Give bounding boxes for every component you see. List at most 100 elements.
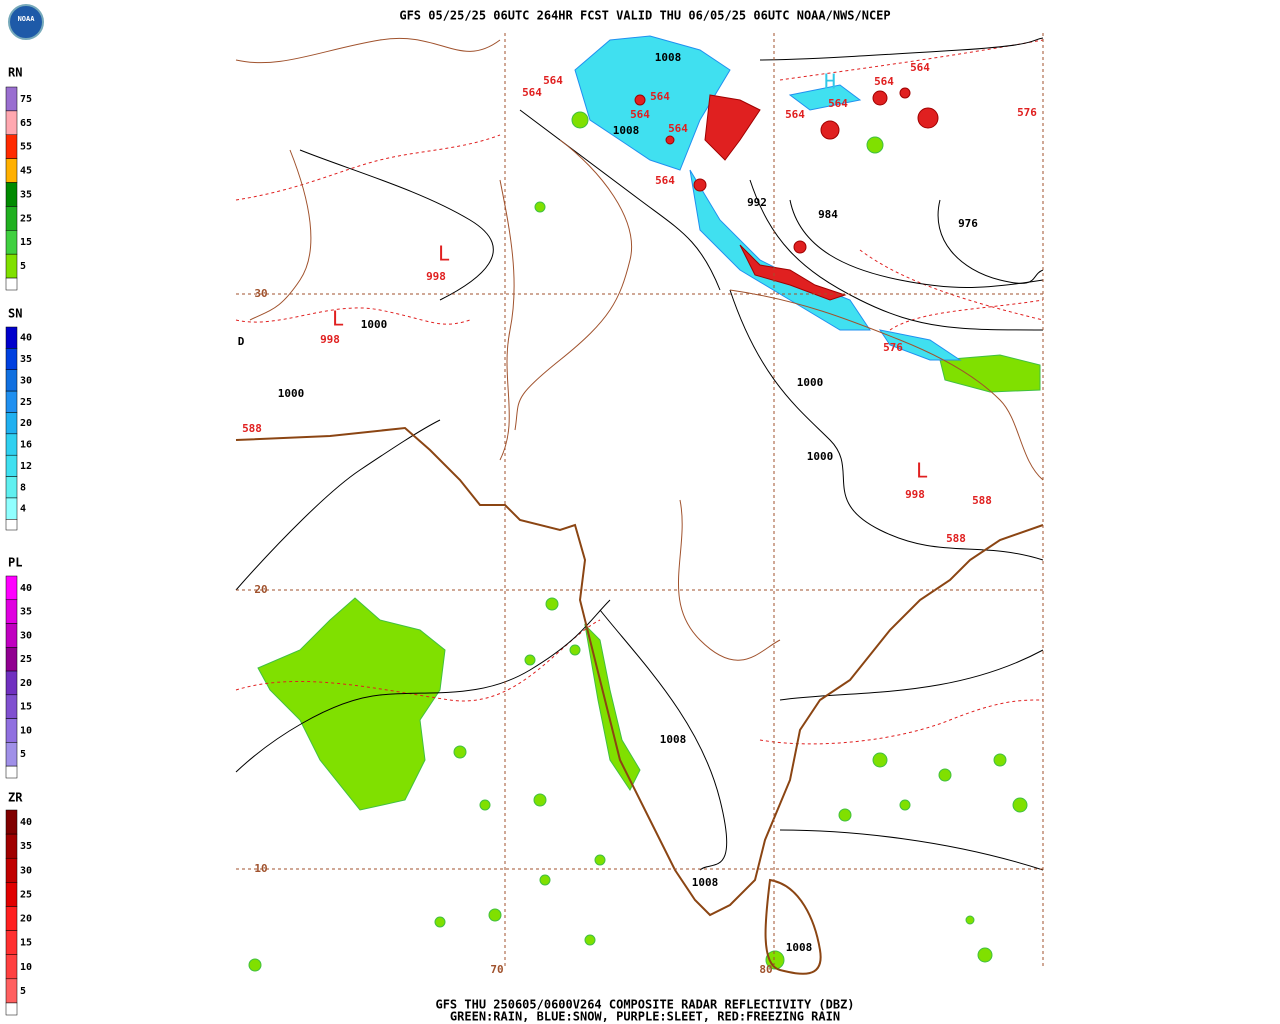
legend-label: 30 (20, 375, 32, 386)
map-label: 20 (254, 583, 267, 596)
legend-swatch (5, 670, 18, 696)
map-label: L (916, 459, 928, 483)
legend-label: 45 (20, 166, 32, 177)
map-label: 576 (1017, 106, 1037, 119)
logo-text: NOAA (18, 15, 36, 23)
map-label: D (238, 335, 245, 348)
legend-swatch (5, 906, 18, 931)
legend-label: 5 (20, 986, 26, 997)
legend-label: 15 (20, 938, 32, 949)
map-label: 564 (910, 61, 930, 74)
isobars (235, 37, 1044, 871)
legend-label: 40 (20, 333, 32, 344)
legend-label: 25 (20, 889, 32, 900)
noaa-logo (8, 4, 44, 40)
legend-swatch (5, 694, 18, 719)
legend-swatch (5, 277, 18, 291)
legend-label: 16 (20, 440, 32, 451)
map-label: 564 (874, 75, 894, 88)
map-label: 30 (254, 287, 267, 300)
legend-title: SN (8, 307, 22, 321)
legend-label: 20 (20, 418, 32, 429)
legend-label: 15 (20, 702, 32, 713)
legend-swatch (5, 182, 18, 207)
legend-swatch (5, 230, 18, 255)
map-label: 564 (650, 90, 670, 103)
map-label: 564 (668, 122, 688, 135)
legend-swatch (5, 454, 18, 477)
legend-swatch (5, 134, 18, 159)
legend-label: 40 (20, 583, 32, 594)
legend-swatch (5, 369, 18, 392)
map-label: L (332, 307, 344, 331)
legend-label: 8 (20, 482, 26, 493)
map-label: 1000 (807, 450, 834, 463)
borders (235, 37, 1044, 661)
map-label: 1008 (655, 51, 682, 64)
legend-swatch (5, 718, 18, 743)
map-label: 70 (490, 963, 503, 976)
legend-swatch (5, 809, 18, 835)
sri-lanka (764, 878, 822, 975)
legend-title: PL (8, 556, 22, 570)
map-label: 1008 (692, 876, 719, 889)
legend-swatch (5, 833, 18, 859)
map-label: 976 (958, 217, 978, 230)
legend-label: 35 (20, 841, 32, 852)
legend-label: 25 (20, 654, 32, 665)
legend-swatch (5, 253, 18, 279)
map-label: 564 (543, 74, 563, 87)
legend-swatch (5, 433, 18, 456)
legend-label: 20 (20, 678, 32, 689)
map-label: 588 (972, 494, 992, 507)
legend-label: 30 (20, 630, 32, 641)
legend-swatch (5, 206, 18, 231)
legend: RN756555453525155SN4035302520161284PL403… (5, 66, 32, 1016)
legend-label: 25 (20, 213, 32, 224)
map-label: 984 (818, 208, 838, 221)
map-label: 588 (946, 532, 966, 545)
map-label: 564 (630, 108, 650, 121)
legend-label: 35 (20, 607, 32, 618)
legend-swatch (5, 623, 18, 648)
map-label: 576 (883, 341, 903, 354)
map-label: 564 (785, 108, 805, 121)
legend-label: 75 (20, 94, 32, 105)
legend-swatch (5, 954, 18, 980)
grid (236, 33, 1044, 967)
legend-label: 65 (20, 118, 32, 129)
legend-label: 10 (20, 962, 32, 973)
legend-swatch (5, 575, 18, 601)
legend-label: 25 (20, 397, 32, 408)
legend-swatch (5, 476, 18, 499)
legend-swatch (5, 857, 18, 883)
legend-label: 35 (20, 354, 32, 365)
legend-swatch (5, 1002, 18, 1016)
legend-swatch (5, 882, 18, 907)
legend-swatch (5, 519, 18, 531)
legend-swatch (5, 158, 18, 183)
footer-line: GFS THU 250605/0600V264 COMPOSITE RADAR … (435, 998, 854, 1012)
legend-label: 15 (20, 237, 32, 248)
legend-title: RN (8, 66, 22, 80)
map-label: 564 (655, 174, 675, 187)
legend-swatch (5, 765, 18, 779)
title: GFS 05/25/25 06UTC 264HR FCST VALID THU … (399, 9, 890, 23)
legend-swatch (5, 348, 18, 370)
legend-swatch (5, 930, 18, 955)
legend-swatch (5, 497, 18, 520)
precip-green (248, 111, 1041, 972)
legend-label: 35 (20, 189, 32, 200)
map-label: 1000 (361, 318, 388, 331)
map-label: 998 (905, 488, 925, 501)
map-label: 10 (254, 862, 267, 875)
legend-label: 40 (20, 817, 32, 828)
legend-label: 55 (20, 142, 32, 153)
legend-label: 20 (20, 914, 32, 925)
map-label: 588 (242, 422, 262, 435)
map-label: L (438, 242, 450, 266)
legend-swatch (5, 390, 18, 413)
legend-swatch (5, 599, 18, 624)
